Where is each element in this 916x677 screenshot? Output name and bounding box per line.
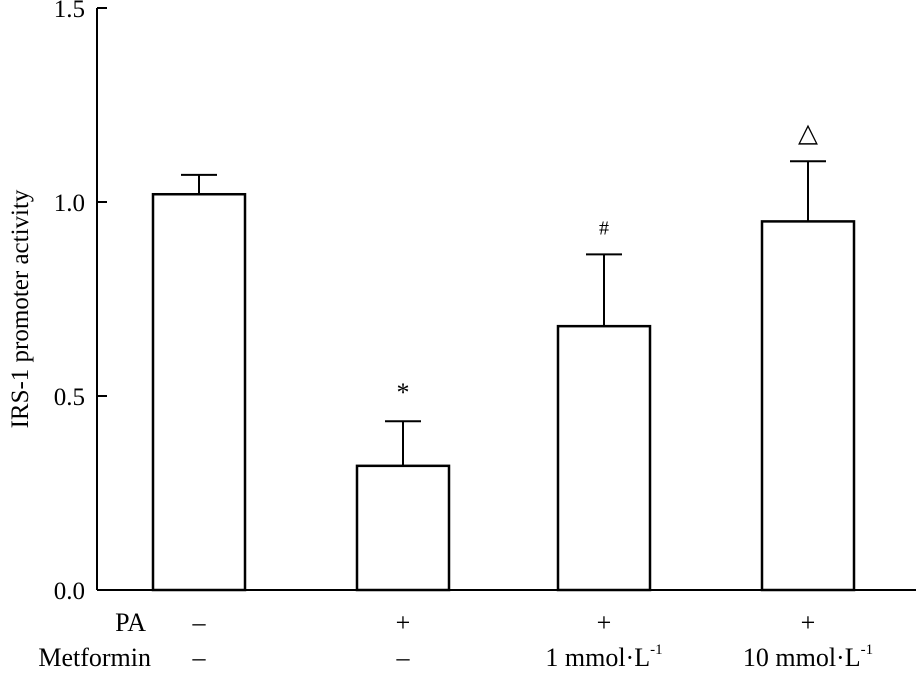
- bar: [355, 464, 451, 592]
- bar: [556, 324, 652, 592]
- y-tick-label: 1.5: [54, 0, 85, 23]
- condition-entry: 1 mmol·L-1: [545, 642, 662, 672]
- condition-entry: –: [192, 643, 207, 672]
- significance-marker: △: [798, 118, 818, 147]
- significance-marker: *: [397, 378, 410, 407]
- condition-entry: 10 mmol·L-1: [743, 642, 873, 672]
- bar: [760, 220, 856, 592]
- labels: *#△PA – + + +Metformin – –1 mmol·L-1 10 mmol·L-…: [38, 118, 873, 672]
- condition-entry-text: +: [597, 608, 612, 637]
- bar: [151, 192, 247, 592]
- condition-entry-text: –: [192, 643, 207, 672]
- condition-entry-text: 10 mmol·L: [743, 643, 861, 672]
- y-axis-label: IRS-1 promoter activity: [7, 189, 34, 428]
- condition-row-label: PA: [115, 608, 146, 637]
- condition-entry: –: [192, 608, 207, 637]
- y-tick-label: 0.0: [54, 578, 85, 605]
- condition-entry-text: –: [192, 608, 207, 637]
- condition-entry-superscript: -1: [650, 642, 663, 658]
- y-tick-label: 0.5: [54, 384, 85, 411]
- condition-entry: +: [396, 608, 411, 637]
- condition-entry: –: [396, 643, 411, 672]
- condition-entry-text: +: [801, 608, 816, 637]
- bars: [151, 192, 856, 592]
- condition-entry-text: +: [396, 608, 411, 637]
- condition-entry: +: [801, 608, 816, 637]
- significance-marker: #: [599, 217, 609, 239]
- condition-entry-text: –: [396, 643, 411, 672]
- condition-row-label: Metformin: [38, 643, 151, 672]
- y-tick-label: 1.0: [54, 190, 85, 217]
- condition-entry: +: [597, 608, 612, 637]
- condition-entry-superscript: -1: [861, 642, 874, 658]
- condition-entry-text: 1 mmol·L: [545, 643, 650, 672]
- error-bars: [181, 160, 826, 466]
